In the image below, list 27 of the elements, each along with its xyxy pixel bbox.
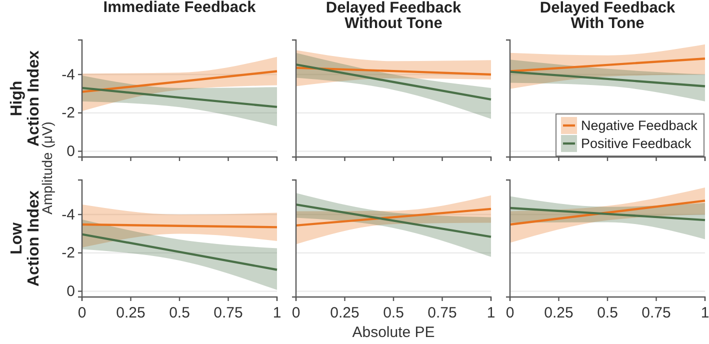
y-tick-label: -2 bbox=[62, 244, 75, 262]
x-tick-label: 0.75 bbox=[642, 304, 671, 322]
x-tick-label: 0 bbox=[292, 304, 300, 322]
x-tick-label: 1 bbox=[700, 304, 709, 322]
chart-title: Delayed Feedback With Tone bbox=[540, 0, 676, 32]
x-tick-label: 0.5 bbox=[597, 304, 618, 322]
x-tick-label: 0.25 bbox=[330, 304, 360, 322]
x-tick-label: 1 bbox=[272, 304, 282, 322]
x-tick-label: 0 bbox=[78, 304, 86, 322]
x-axis-title: Absolute PE bbox=[352, 324, 435, 341]
legend-label: Negative Feedback bbox=[581, 118, 698, 133]
x-tick-label: 0.25 bbox=[544, 304, 574, 322]
chart-title: Immediate Feedback bbox=[103, 0, 256, 16]
y-tick-label: -4 bbox=[62, 66, 75, 84]
y-tick-label: 0 bbox=[66, 143, 75, 160]
x-tick-label: 0.75 bbox=[214, 304, 243, 322]
x-tick-label: 0.5 bbox=[383, 304, 404, 322]
x-tick-label: 0 bbox=[506, 304, 514, 322]
x-tick-label: 0.5 bbox=[169, 304, 190, 322]
x-tick-label: 0.75 bbox=[428, 304, 457, 322]
chart-title: Delayed Feedback Without Tone bbox=[326, 0, 462, 32]
x-tick-label: 1 bbox=[486, 304, 496, 322]
y-tick-label: 0 bbox=[66, 283, 75, 300]
x-tick-label: 0.25 bbox=[116, 304, 146, 322]
y-tick-label: -4 bbox=[62, 206, 75, 224]
y-tick-label: -2 bbox=[62, 104, 75, 122]
legend-label: Positive Feedback bbox=[581, 136, 692, 151]
